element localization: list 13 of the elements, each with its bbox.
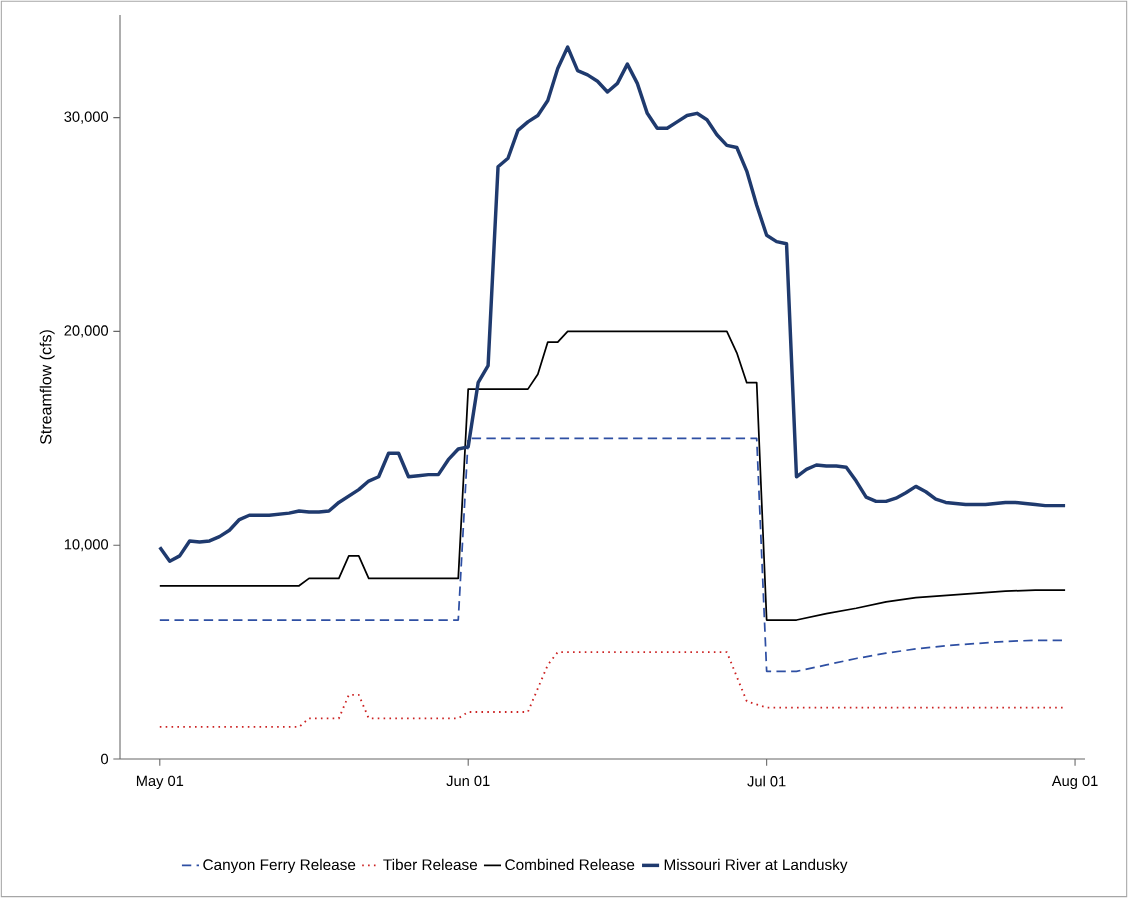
legend-label: Missouri River at Landusky bbox=[664, 858, 848, 874]
x-tick-label: Jun 01 bbox=[446, 775, 490, 787]
y-tick-label: 30,000 bbox=[64, 111, 109, 124]
legend-label: Tiber Release bbox=[383, 858, 478, 871]
legend-label: Combined Release bbox=[505, 858, 635, 871]
x-tick-label: May 01 bbox=[136, 775, 184, 789]
y-axis-title: Streamflow (cfs) bbox=[39, 330, 55, 445]
y-tick-label: 20,000 bbox=[64, 325, 109, 338]
y-tick-label: 10,000 bbox=[64, 539, 109, 552]
x-tick-label: Aug 01 bbox=[1051, 775, 1098, 789]
y-tick-label: 0 bbox=[101, 753, 109, 765]
x-tick-label: Jul 01 bbox=[747, 775, 786, 787]
legend-label: Canyon Ferry Release bbox=[203, 858, 356, 874]
